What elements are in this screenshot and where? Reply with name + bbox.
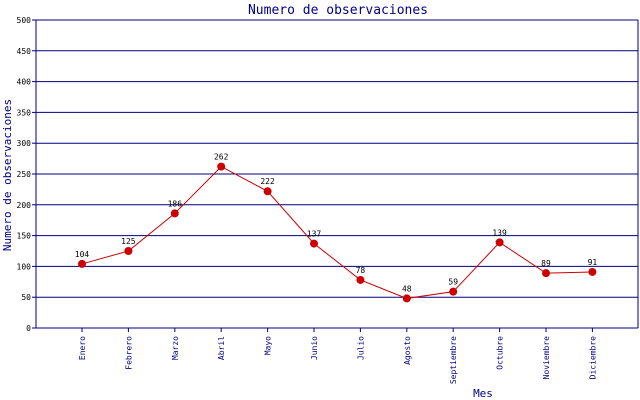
series-line: [81, 165, 593, 299]
data-point-abril: [217, 162, 226, 171]
x-axis-ticks: Enero Febrero Marzo Abril Mayo Junio Julio Agos…: [78, 328, 597, 384]
x-tick-label-octubre: Octubre: [496, 336, 505, 370]
x-tick-label-diciembre: Diciembre: [588, 336, 597, 380]
data-point-marzo: [170, 209, 179, 218]
x-tick-label-agosto: Agosto: [403, 336, 412, 365]
y-tick-label: 450: [17, 47, 32, 56]
x-tick-label-febrero: Febrero: [124, 336, 133, 370]
data-label: 125: [121, 237, 136, 246]
x-axis-label: Mes: [473, 387, 493, 400]
chart-title: Numero de observaciones: [248, 3, 428, 18]
data-labels: 104 125 186 262 222 137 78 48 59 139 89 91: [75, 153, 598, 294]
x-tick-label-septiembre: Septiembre: [449, 336, 458, 384]
x-tick-label-julio: Julio: [356, 336, 365, 360]
grid-lines: [36, 19, 638, 329]
y-tick-label: 150: [17, 232, 32, 241]
data-label: 137: [307, 230, 322, 239]
data-point-junio: [310, 239, 318, 248]
data-label: 89: [541, 259, 551, 268]
x-tick-label-mayo: Mayo: [264, 336, 273, 355]
data-label: 48: [402, 284, 412, 293]
y-tick-label: 350: [17, 108, 32, 117]
plot-frame: [35, 20, 639, 329]
y-tick-label: 0: [26, 324, 31, 333]
y-tick-label: 400: [17, 78, 32, 87]
data-label: 91: [588, 258, 598, 267]
y-tick-label: 50: [21, 293, 31, 302]
y-tick-label: 300: [17, 139, 32, 148]
data-point-julio: [356, 275, 365, 284]
y-tick-label: 200: [17, 201, 32, 210]
data-label: 78: [356, 266, 366, 275]
data-point-diciembre: [588, 267, 597, 276]
x-tick-label-marzo: Marzo: [171, 336, 180, 360]
y-tick-label: 250: [17, 170, 32, 179]
data-point-enero: [78, 259, 86, 268]
data-point-mayo: [263, 187, 272, 196]
x-tick-label-enero: Enero: [78, 336, 87, 360]
data-point-febrero: [124, 247, 133, 255]
x-tick-label-noviembre: Noviembre: [542, 336, 551, 380]
x-tick-label-abril: Abril: [217, 336, 226, 360]
data-point-agosto: [402, 294, 411, 303]
y-tick-label: 500: [17, 16, 32, 25]
data-label: 186: [168, 199, 183, 208]
data-label: 139: [492, 228, 507, 237]
data-point-septiembre: [449, 287, 458, 296]
data-label: 262: [214, 153, 229, 162]
data-label: 104: [75, 250, 90, 259]
data-label: 59: [448, 278, 458, 287]
y-axis-label: Numero de observaciones: [1, 99, 14, 251]
data-point-noviembre: [542, 269, 550, 278]
y-axis-ticks: 0 50 100 150 200 250 300 350 400 450 500: [17, 16, 36, 333]
data-label: 222: [260, 177, 275, 186]
x-tick-label-junio: Junio: [310, 336, 319, 360]
y-tick-label: 100: [17, 262, 32, 271]
data-point-octubre: [495, 238, 504, 247]
series-group: [78, 162, 597, 303]
